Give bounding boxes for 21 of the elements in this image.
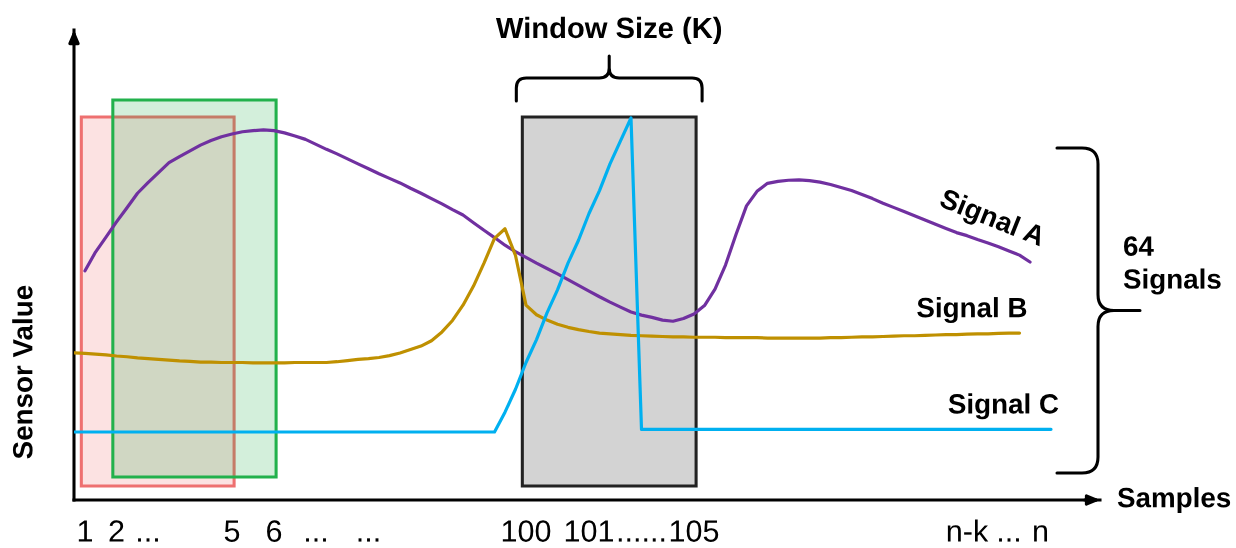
x-axis-title: Samples [1117,487,1231,513]
series-label: Signal C [948,393,1059,420]
x-tick-label: 100 [502,520,551,542]
x-tick-label: ... [999,538,1019,542]
x-tick-label: 6 [267,520,282,542]
x-tick-label: ... [358,538,379,542]
x-tick-label: ... [306,538,326,542]
x-tick-label: 5 [224,520,240,542]
series-label: Signal B [917,297,1027,324]
x-tick-label: n-k [947,519,989,542]
x-tick-label: ... [138,538,158,542]
x-tick-label: 101 [565,520,613,542]
band-label: Window Size (K) [495,16,722,44]
text: 64 Signals [1123,236,1221,295]
x-tick-label: n [1034,525,1048,542]
x-tick-label: 105 [670,520,719,542]
y-axis-title: Sensor Value [12,285,33,459]
x-tick-label: 2 [109,520,124,542]
x-tick-label: 1 [78,520,93,542]
text: Signal A [936,187,1047,252]
x-tick-label: ...... [618,538,665,542]
